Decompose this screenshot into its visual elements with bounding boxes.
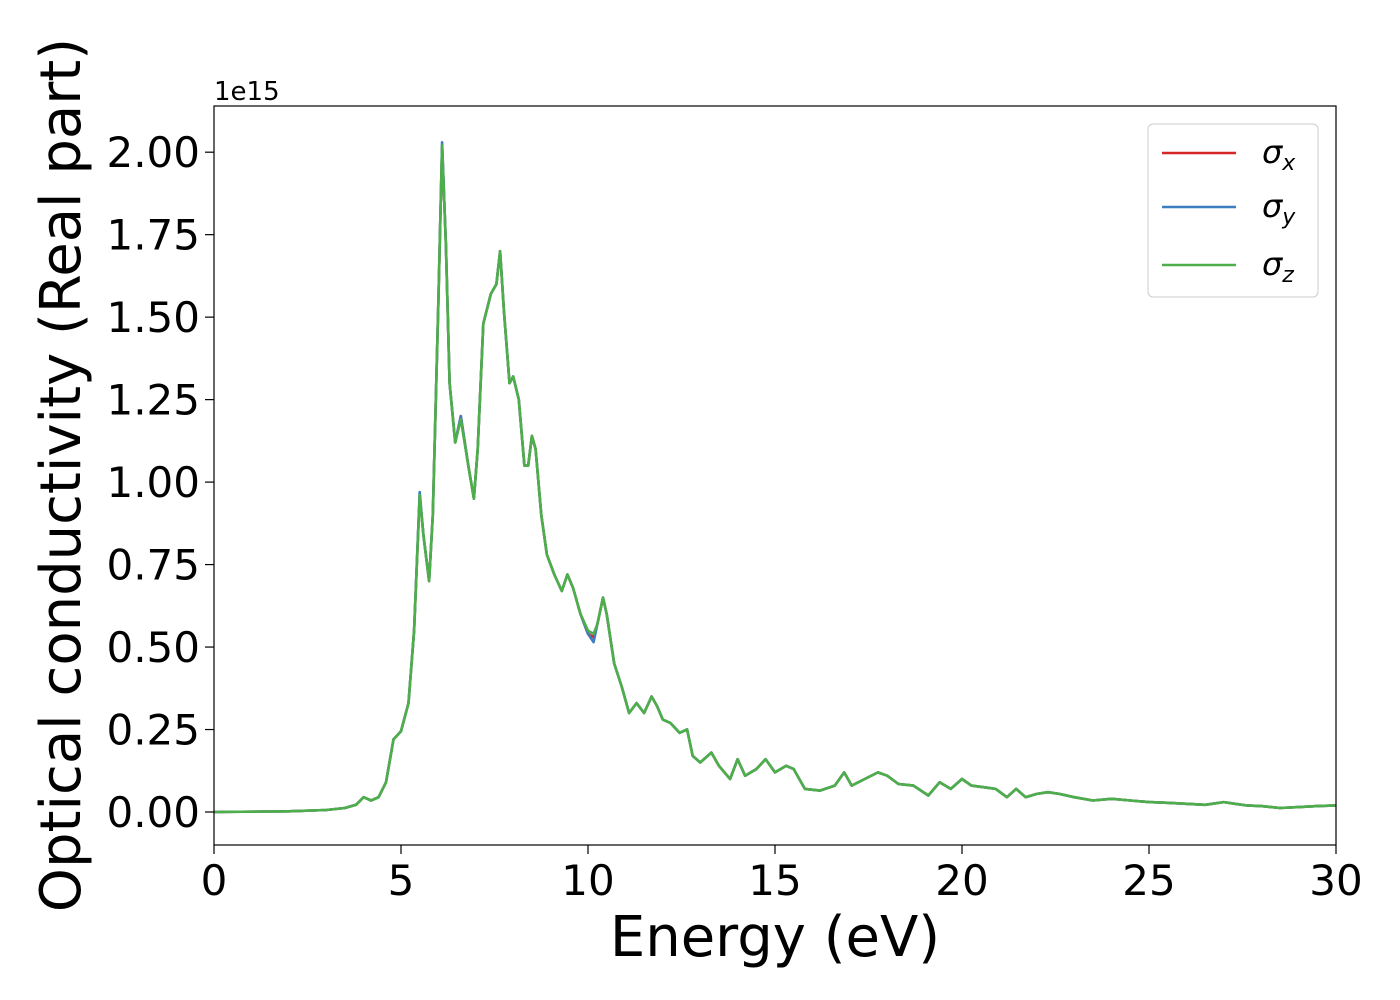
x-axis: 0 5 10 15 20 25 30 <box>201 845 1363 905</box>
y-tick-label: 0.00 <box>106 788 200 837</box>
y-tick-label: 1.75 <box>106 211 200 260</box>
y-axis: 0.00 0.25 0.50 0.75 1.00 1.25 1.50 1.75 2.00 <box>106 128 214 837</box>
x-tick-label: 25 <box>1122 856 1175 905</box>
x-tick-label: 20 <box>935 856 988 905</box>
x-tick-label: 0 <box>201 856 228 905</box>
x-axis-label: Energy (eV) <box>610 905 940 970</box>
legend-label-z: σz <box>1262 245 1294 288</box>
legend-label-x: σx <box>1262 133 1296 176</box>
y-offset-label: 1e15 <box>214 77 280 107</box>
x-tick-label: 10 <box>561 856 614 905</box>
legend: σx σy σz <box>1147 123 1319 298</box>
y-axis-label: Optical conductivity (Real part) <box>29 38 94 912</box>
series-layer <box>213 141 1337 814</box>
x-tick-label: 15 <box>748 856 801 905</box>
y-tick-label: 1.25 <box>106 376 200 425</box>
y-tick-label: 1.50 <box>106 293 200 342</box>
x-tick-label: 5 <box>388 856 415 905</box>
y-tick-label: 0.75 <box>106 541 200 590</box>
x-tick-label: 30 <box>1309 856 1362 905</box>
y-tick-label: 2.00 <box>106 128 200 177</box>
legend-label-y: σy <box>1262 187 1296 230</box>
series-line-z <box>213 144 1337 814</box>
legend-frame <box>1147 123 1319 298</box>
y-tick-label: 1.00 <box>106 458 200 507</box>
y-tick-label: 0.50 <box>106 623 200 672</box>
y-tick-label: 0.25 <box>106 706 200 755</box>
